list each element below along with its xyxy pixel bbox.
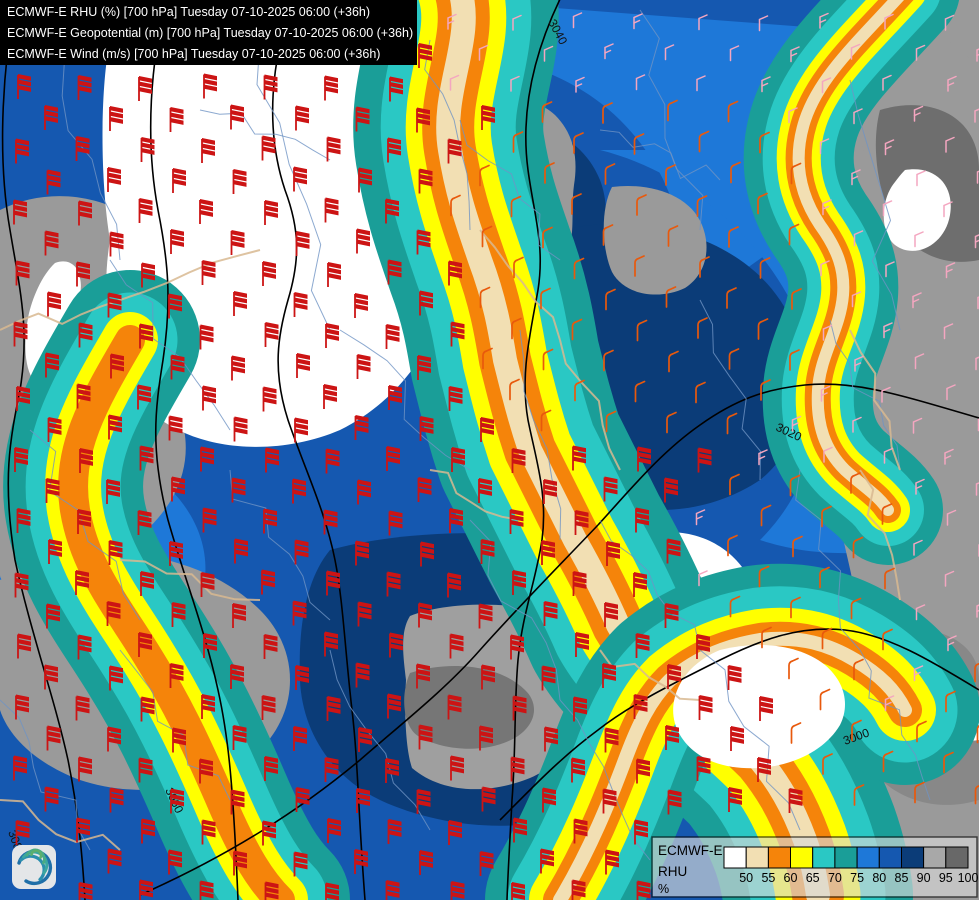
svg-text:%: % (658, 882, 669, 896)
svg-text:ECMWF-E RHU (%) [700 hPa] Tues: ECMWF-E RHU (%) [700 hPa] Tuesday 07-10-… (7, 5, 370, 19)
svg-text:100: 100 (958, 871, 979, 885)
svg-text:75: 75 (850, 871, 864, 885)
svg-text:90: 90 (917, 871, 931, 885)
svg-text:70: 70 (828, 871, 842, 885)
svg-text:50: 50 (739, 871, 753, 885)
svg-text:55: 55 (761, 871, 775, 885)
svg-text:80: 80 (872, 871, 886, 885)
svg-text:RHU: RHU (658, 864, 687, 879)
svg-text:65: 65 (806, 871, 820, 885)
svg-text:ECMWF-E: ECMWF-E (658, 843, 723, 858)
svg-text:85: 85 (895, 871, 909, 885)
svg-text:60: 60 (784, 871, 798, 885)
svg-text:ECMWF-E Geopotential (m) [700: ECMWF-E Geopotential (m) [700 hPa] Tuesd… (7, 26, 413, 40)
svg-text:95: 95 (939, 871, 953, 885)
svg-text:ECMWF-E Wind (m/s) [700 hPa] T: ECMWF-E Wind (m/s) [700 hPa] Tuesday 07-… (7, 47, 380, 61)
